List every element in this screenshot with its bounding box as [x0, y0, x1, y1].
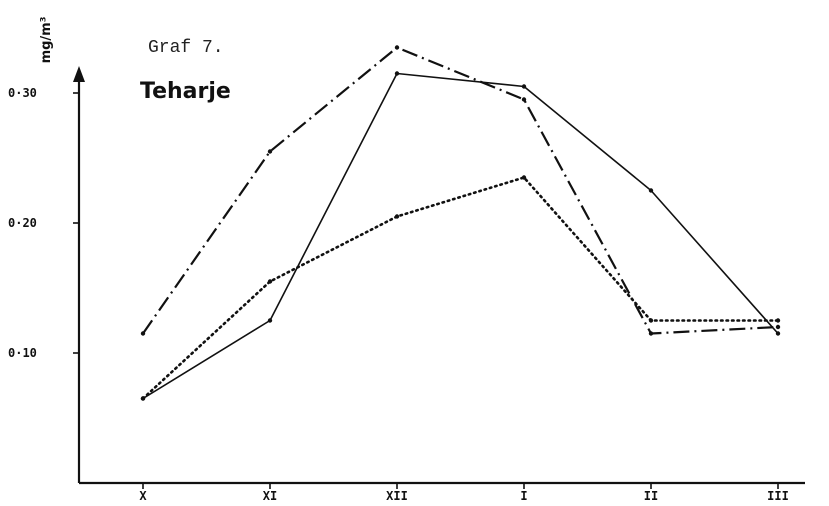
y-tick-label: 0·10 [8, 346, 37, 360]
x-tick-label: III [767, 489, 789, 503]
data-point-solid [521, 84, 527, 89]
data-point-dotted [140, 396, 146, 401]
series-line-dash-dot [142, 46, 779, 335]
data-point-dash-dot [775, 324, 781, 330]
y-axis-arrow [73, 66, 85, 82]
chart-subtitle: Teharje [140, 79, 231, 104]
data-point-dash-dot [267, 149, 273, 154]
series-layer [140, 45, 781, 401]
chart-title: Graf 7. [148, 38, 224, 58]
y-tick-label: 0·20 [8, 216, 37, 230]
x-tick-label: I [520, 489, 527, 503]
y-tick-label: 0·30 [8, 86, 37, 100]
data-point-dash-dot [521, 97, 527, 102]
x-tick-label: XII [386, 489, 408, 503]
y-ticks: 0·30 0·20 0·10 [8, 86, 79, 360]
data-point-dotted [267, 279, 273, 284]
data-point-solid [267, 318, 273, 323]
x-tick-label: XI [263, 489, 277, 503]
data-point-solid [648, 188, 654, 193]
y-axis-label: mg/m³ [39, 17, 54, 64]
data-point-dash-dot [140, 331, 146, 336]
data-point-dash-dot [648, 331, 654, 336]
x-tick-label: X [139, 489, 147, 503]
x-tick-label: II [644, 489, 658, 503]
series-line-dotted [141, 176, 780, 400]
data-point-dash-dot [394, 45, 400, 50]
data-point-dotted [648, 318, 654, 323]
data-point-dotted [775, 318, 781, 323]
series-line-solid [142, 72, 779, 400]
data-point-solid [775, 331, 781, 336]
data-point-dotted [521, 175, 527, 180]
data-point-dotted [394, 214, 400, 219]
x-ticks: X XI XII I II III [139, 483, 789, 503]
data-point-solid [394, 71, 400, 76]
